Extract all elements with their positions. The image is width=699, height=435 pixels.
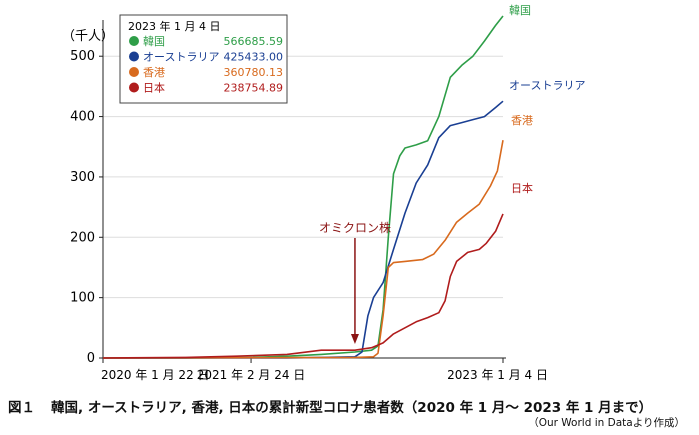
legend-value-3: 238754.89 <box>224 82 284 95</box>
x-tick-label-0: 2020 年 1 月 22 日 <box>101 368 210 382</box>
y-axis-unit-label: （千人） <box>62 29 114 44</box>
legend-marker-1 <box>129 51 139 62</box>
legend-title: 2023 年 1 月 4 日 <box>128 19 220 33</box>
y-ticks: 0 100 200 300 400 500 <box>70 49 103 366</box>
legend-name-0: 韓国 <box>143 35 165 48</box>
legend-marker-2 <box>129 67 139 77</box>
series-end-label-2: 香港 <box>511 114 533 127</box>
legend-box <box>119 14 288 104</box>
series-lines <box>102 15 504 359</box>
omicron-label: オミクロン株 <box>319 220 391 235</box>
y-tick-label-100: 100 <box>70 291 95 306</box>
legend-value-2: 360780.13 <box>224 66 284 79</box>
y-tick-label-400: 400 <box>70 110 95 125</box>
series-end-label-1: オーストラリア <box>509 79 585 92</box>
legend-name-1: オーストラリア <box>143 51 219 64</box>
legend-value-0: 566685.59 <box>224 35 284 48</box>
legend-value-1: 425433.00 <box>224 51 284 64</box>
legend: 2023 年 1 月 4 日 韓国 566685.59 オーストラリア 425433.… <box>119 14 288 104</box>
y-tick-label-300: 300 <box>70 170 95 185</box>
x-tick-label-1: 2021 年 2 月 24 日 <box>197 368 306 382</box>
series-end-label-0: 韓国 <box>509 4 531 17</box>
y-tick-label-200: 200 <box>70 230 95 245</box>
series-line-3 <box>102 213 504 359</box>
figure-caption: 図１ 韓国, オーストラリア, 香港, 日本の累計新型コロナ患者数（2020 年 … <box>8 396 652 416</box>
legend-items: 韓国 566685.59 オーストラリア 425433.00 香港 360780.13 日本… <box>129 35 283 95</box>
series-line-0 <box>103 15 504 359</box>
omicron-annotation: オミクロン株 <box>319 220 391 344</box>
legend-name-3: 日本 <box>143 81 165 95</box>
source-note: （Our World in Dataより作成） <box>528 417 685 429</box>
y-tick-label-0: 0 <box>87 351 95 366</box>
series-line-1 <box>103 100 504 359</box>
legend-marker-3 <box>129 82 139 93</box>
figure-number: 図１ <box>8 400 35 416</box>
caption-text: 韓国, オーストラリア, 香港, 日本の累計新型コロナ患者数（2020 年 1 … <box>51 400 653 416</box>
y-tick-label-500: 500 <box>70 49 95 64</box>
omicron-arrow-head <box>350 334 359 344</box>
legend-marker-0 <box>129 36 139 46</box>
x-tick-label-2: 2023 年 1 月 4 日 <box>447 368 548 382</box>
series-end-label-3: 日本 <box>511 181 533 195</box>
series-line-2 <box>102 140 504 359</box>
legend-name-2: 香港 <box>143 66 165 79</box>
